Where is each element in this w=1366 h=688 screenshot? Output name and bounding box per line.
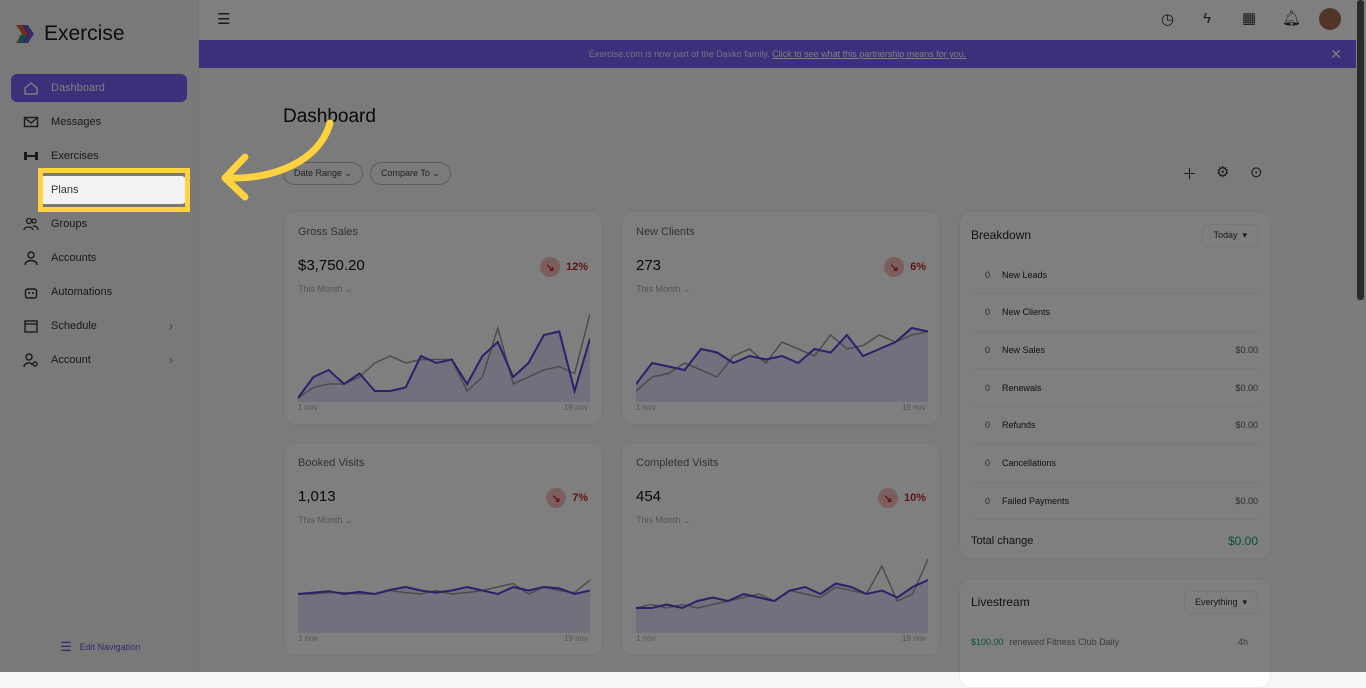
sidebar-item-plans[interactable]: Plans xyxy=(43,176,187,204)
tutorial-overlay xyxy=(0,0,1366,672)
pointer-arrow-icon xyxy=(221,119,334,201)
sidebar-item-label: Plans xyxy=(51,184,79,196)
